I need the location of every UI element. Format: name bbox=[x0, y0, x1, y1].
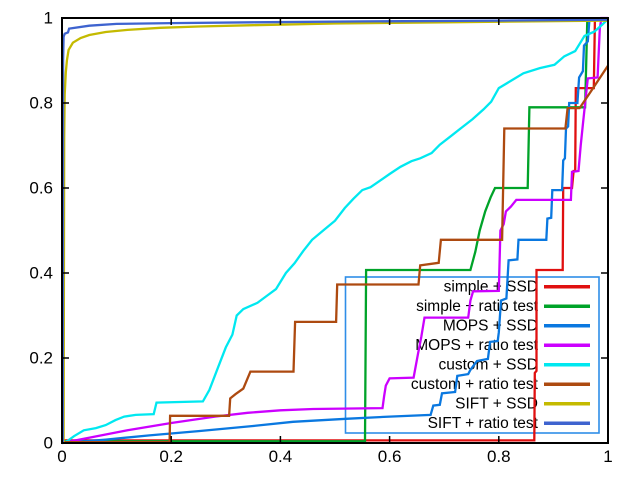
y-tick-label: 0.8 bbox=[29, 94, 53, 113]
axes: 0 0.2 0.4 0.6 0.8 1 0 0.2 0.4 0.6 0.8 1 bbox=[29, 9, 612, 467]
x-tick-label: 1 bbox=[603, 447, 612, 466]
curve-mops-ssd bbox=[61, 18, 609, 445]
legend-box bbox=[344, 276, 600, 434]
legend: simple + SSD simple + ratio test MOPS + SS… bbox=[344, 276, 600, 434]
legend-entry-label: SIFT + SSD bbox=[455, 395, 538, 412]
legend-entry-label: MOPS + SSD bbox=[443, 317, 538, 334]
curve-sift-ratio-test bbox=[61, 18, 609, 444]
y-tick-label: 0.6 bbox=[29, 179, 53, 198]
y-tick-label: 0.4 bbox=[29, 264, 53, 283]
x-tick-label: 0.8 bbox=[487, 447, 511, 466]
legend-entry-label: MOPS + ratio test bbox=[415, 337, 538, 354]
y-tick-label: 0 bbox=[44, 434, 53, 453]
y-tick-label: 0.2 bbox=[29, 349, 53, 368]
y-tick-label: 1 bbox=[44, 9, 53, 28]
x-tick-label: 0.6 bbox=[378, 447, 402, 466]
curve-mops-ratio-test bbox=[61, 16, 608, 445]
curve-simple-ssd bbox=[62, 18, 609, 442]
curve-custom-ssd bbox=[61, 18, 609, 445]
legend-entry-label: SIFT + ratio test bbox=[428, 415, 539, 432]
legend-entry-label: simple + SSD bbox=[444, 278, 538, 295]
x-tick-label: 0.4 bbox=[269, 447, 293, 466]
curve-custom-ratio-test bbox=[62, 64, 609, 444]
legend-entry-label: custom + SSD bbox=[439, 356, 539, 373]
x-tick-label: 0 bbox=[57, 447, 66, 466]
legend-entry-label: custom + ratio test bbox=[411, 376, 539, 393]
x-tick-label: 0.2 bbox=[159, 447, 183, 466]
plot-area bbox=[61, 16, 609, 445]
plot-frame bbox=[61, 17, 609, 444]
legend-entry-label: simple + ratio test bbox=[416, 298, 539, 315]
